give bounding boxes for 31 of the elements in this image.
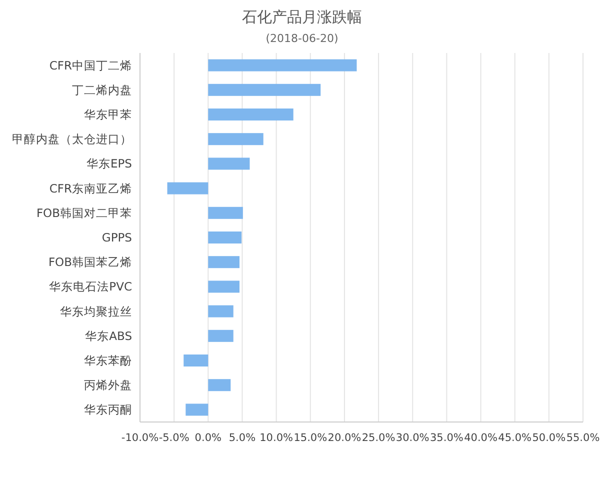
xtick: 20.0% (328, 432, 362, 444)
title: 石化产品月涨跌幅 (242, 8, 362, 26)
xtick: 30.0% (396, 432, 430, 444)
ytick: 华东甲苯 (84, 108, 132, 122)
ytick: 华东均聚拉丝 (60, 304, 132, 318)
ytick: 华东电石法PVC (49, 280, 132, 294)
ytick: 丙烯外盘 (84, 378, 132, 392)
ytick: 华东苯酚 (84, 354, 132, 368)
xtick: 15.0% (294, 432, 328, 444)
xtick: 35.0% (430, 432, 464, 444)
xtick: 55.0% (566, 432, 600, 444)
xtick: 50.0% (532, 432, 566, 444)
ytick: 华东EPS (86, 156, 132, 171)
xtick: -10.0% (121, 432, 159, 444)
ytick: CFR东南亚乙烯 (49, 181, 132, 196)
ytick: CFR中国丁二烯 (49, 58, 132, 72)
ytick: 丁二烯内盘 (72, 82, 132, 97)
ytick: 华东ABS (85, 328, 132, 343)
xtick: 45.0% (498, 432, 532, 444)
ytick: FOB韩国苯乙烯 (48, 255, 132, 270)
ytick: FOB韩国对二甲苯 (36, 206, 132, 220)
ytick: 华东丙酮 (84, 402, 132, 417)
xtick: 10.0% (260, 432, 293, 444)
ytick: 甲醇内盘（太仓进口） (12, 132, 132, 146)
xtick: 0.0% (194, 432, 222, 444)
xtick: 25.0% (362, 432, 396, 444)
xtick: -5.0% (158, 432, 190, 444)
xtick: 40.0% (464, 432, 498, 444)
ytick: GPPS (102, 230, 132, 244)
xtick: 5.0% (228, 432, 256, 444)
subtitle: (2018-06-20) (266, 32, 338, 45)
